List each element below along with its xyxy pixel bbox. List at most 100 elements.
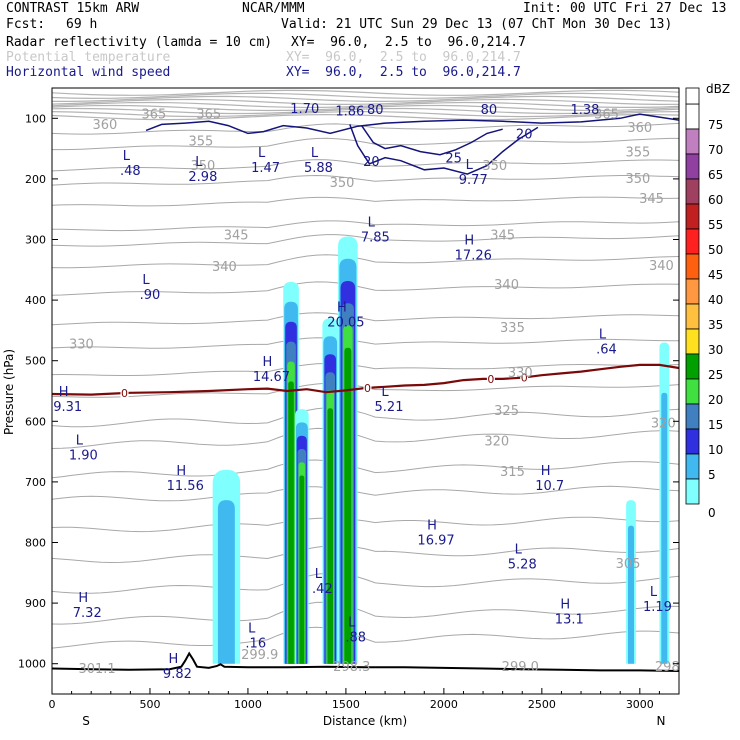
- wind-extremum-value: 14.67: [253, 370, 290, 385]
- theta-label: 360: [92, 118, 117, 133]
- theta-label: 335: [500, 321, 525, 336]
- theta-label: 340: [494, 278, 519, 293]
- colorbar: dBZ757065605550454035302520151050: [686, 82, 730, 520]
- y-tick-label: 300: [25, 234, 46, 247]
- x-axis-south-label: S: [82, 714, 90, 728]
- colorbar-level-label: 35: [708, 318, 723, 332]
- colorbar-level-label: 40: [708, 293, 723, 307]
- wind-extremum-letter: L: [311, 146, 319, 161]
- colorbar-level-label: 60: [708, 193, 723, 207]
- wind-extremum-letter: H: [541, 464, 551, 479]
- wind-extremum-value: .64: [596, 343, 617, 358]
- colorbar-swatch: [686, 479, 699, 504]
- wind-extremum-letter: L: [466, 158, 474, 173]
- theta-label: 365: [196, 107, 221, 122]
- wind-extremum-letter: L: [381, 385, 389, 400]
- theta-label: 301.1: [78, 662, 115, 677]
- colorbar-level-label: 50: [708, 243, 723, 257]
- wind-extremum-value: 25: [445, 152, 462, 167]
- y-tick-label: 400: [25, 294, 46, 307]
- colorbar-swatch: [686, 229, 699, 254]
- wind-extremum-value: 20: [516, 127, 533, 142]
- wind-extremum-letter: H: [337, 300, 347, 315]
- y-axis-title: Pressure (hPa): [2, 349, 16, 435]
- wind-extremum-value: .42: [312, 582, 333, 597]
- colorbar-swatch: [686, 379, 699, 404]
- wind-extremum-letter: H: [176, 464, 186, 479]
- wind-extremum-value: 1.90: [69, 449, 98, 464]
- x-tick-label: 1500: [332, 698, 360, 711]
- colorbar-swatch: [686, 279, 699, 304]
- wind-extremum-value: 5.28: [508, 558, 537, 573]
- wind-extremum-value: 9.77: [459, 173, 488, 188]
- zero-isotherm-label: 0: [121, 387, 128, 400]
- colorbar-level-label: 30: [708, 343, 723, 357]
- wind-extremum-letter: H: [263, 355, 273, 370]
- y-tick-label: 1000: [18, 658, 46, 671]
- colorbar-level-label: 65: [708, 168, 723, 182]
- wind-extremum-value: 1.70: [290, 102, 319, 117]
- theta-label: 315: [500, 465, 525, 480]
- wind-extremum-value: 9.82: [163, 667, 192, 682]
- theta-label: 350: [482, 159, 507, 174]
- wind-extremum-letter: H: [464, 234, 474, 249]
- colorbar-level-label: 55: [708, 218, 723, 232]
- x-tick-label: 0: [49, 698, 56, 711]
- colorbar-swatch: [686, 179, 699, 204]
- wind-extremum-value: .88: [345, 630, 366, 645]
- colorbar-level-label: 10: [708, 443, 723, 457]
- wind-extremum-value: .16: [245, 637, 266, 652]
- x-tick-label: 2500: [528, 698, 556, 711]
- x-tick-label: 500: [139, 698, 160, 711]
- wind-extremum-letter: L: [248, 622, 256, 637]
- theta-label: 350: [330, 176, 355, 191]
- theta-label: 320: [651, 416, 676, 431]
- colorbar-level-label: 25: [708, 368, 723, 382]
- x-tick-label: 2000: [430, 698, 458, 711]
- wind-extremum-letter: H: [59, 385, 69, 400]
- wind-extremum-letter: H: [78, 591, 88, 606]
- wind-extremum-letter: L: [123, 149, 131, 164]
- wind-extremum-value: 1.38: [570, 103, 599, 118]
- colorbar-level-label: 75: [708, 118, 723, 132]
- colorbar-level-label: 20: [708, 393, 723, 407]
- x-axis-title: Distance (km): [323, 714, 407, 728]
- wind-extremum-value: 10.7: [535, 479, 564, 494]
- wind-extremum-letter: L: [650, 585, 658, 600]
- wind-extremum-value: 9.31: [53, 400, 82, 415]
- wind-extremum-letter: H: [427, 519, 437, 534]
- theta-label: 340: [649, 259, 674, 274]
- x-tick-label: 3000: [626, 698, 654, 711]
- colorbar-level-label: 5: [708, 468, 716, 482]
- theta-label: 355: [625, 145, 650, 160]
- wind-extremum-letter: L: [599, 328, 607, 343]
- wind-extremum-value: 80: [481, 103, 498, 118]
- colorbar-swatch: [686, 404, 699, 429]
- wind-extremum-value: 11.56: [167, 479, 204, 494]
- wind-extremum-value: .48: [120, 164, 141, 179]
- theta-label: 325: [494, 404, 519, 419]
- colorbar-level-label: 15: [708, 418, 723, 432]
- wind-extremum-value: 2.98: [188, 170, 217, 185]
- colorbar-level-label: 45: [708, 268, 723, 282]
- wind-extremum-value: 80: [367, 103, 384, 118]
- wind-extremum-value: 13.1: [555, 612, 584, 627]
- wind-extremum-letter: L: [195, 155, 203, 170]
- colorbar-swatch: [686, 104, 699, 129]
- colorbar-swatch: [686, 354, 699, 379]
- wind-extremum-letter: H: [560, 597, 570, 612]
- y-tick-label: 900: [25, 597, 46, 610]
- theta-label: 330: [508, 366, 533, 381]
- reflectivity-cell-layer: [327, 408, 333, 663]
- reflectivity-cell-layer: [299, 475, 304, 663]
- colorbar-level-label: 70: [708, 143, 723, 157]
- theta-label: 305: [616, 557, 641, 572]
- wind-extremum-value: 1.19: [643, 600, 672, 615]
- wind-extremum-value: 5.21: [375, 400, 404, 415]
- colorbar-swatch: [686, 429, 699, 454]
- colorbar-swatch: [686, 154, 699, 179]
- x-tick-label: 1000: [234, 698, 262, 711]
- wind-extremum-letter: L: [258, 146, 266, 161]
- wind-extremum-value: 7.85: [361, 231, 390, 246]
